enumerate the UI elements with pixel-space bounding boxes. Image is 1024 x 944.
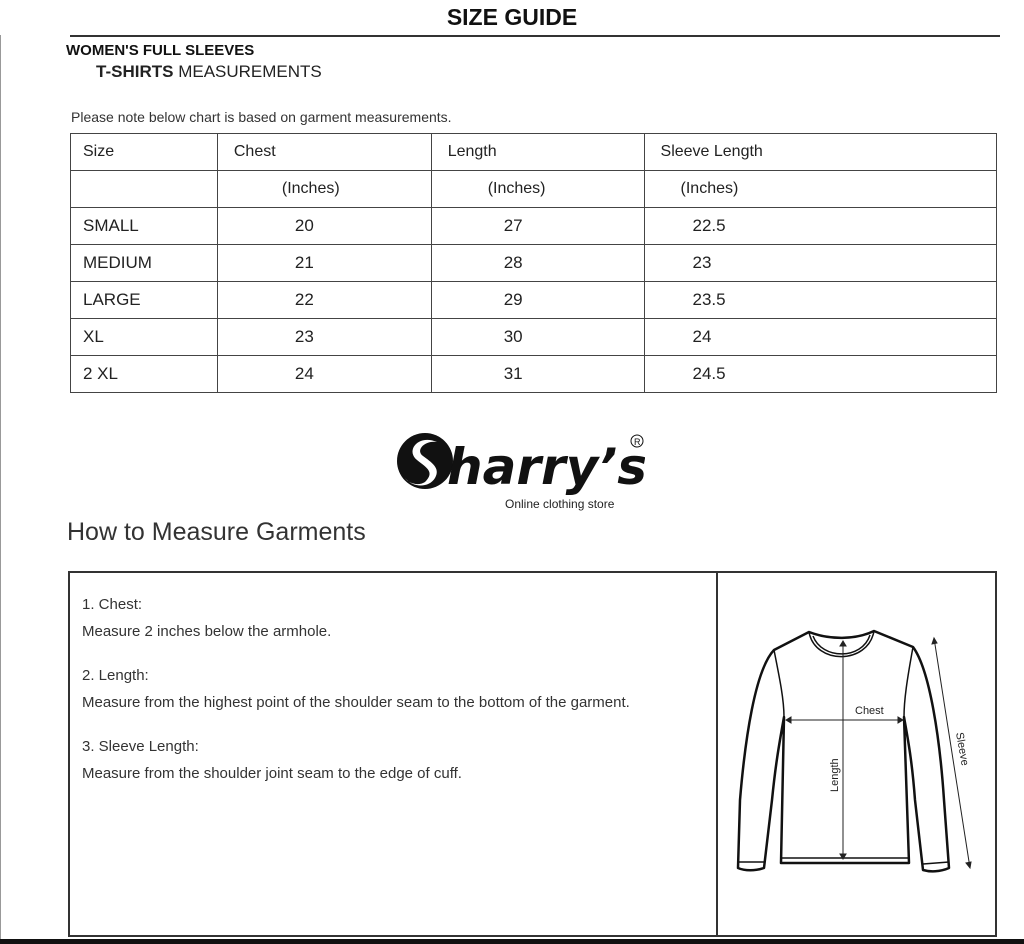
unit-size [70, 170, 218, 208]
header-sleeve: Sleeve Length [643, 133, 998, 171]
sleeve-cell: 23 [643, 244, 998, 282]
unit-length: (Inches) [430, 170, 645, 208]
page-title: SIZE GUIDE [446, 4, 578, 30]
table-row: MEDIUM 21 28 23 [70, 244, 998, 282]
header-size: Size [70, 133, 218, 171]
table-row: LARGE 22 29 23.5 [70, 281, 998, 319]
size-cell: SMALL [70, 207, 218, 245]
header-length: Length [430, 133, 645, 171]
sleeve-cell: 22.5 [643, 207, 998, 245]
chest-label: Chest [855, 705, 884, 717]
unit-sleeve: (Inches) [643, 170, 998, 208]
length-cell: 27 [430, 207, 645, 245]
table-units-row: (Inches) (Inches) (Inches) [70, 170, 998, 208]
shirt-diagram: Chest Length Sleeve [736, 629, 972, 873]
subtitle-line2: T-SHIRTS MEASUREMENTS [96, 62, 322, 82]
chest-cell: 24 [216, 355, 432, 393]
step-length-text: Measure from the highest point of the sh… [82, 694, 630, 711]
svg-text:R: R [634, 437, 641, 447]
svg-text:Online clothing store: Online clothing store [505, 497, 615, 511]
chest-cell: 22 [216, 281, 432, 319]
unit-chest: (Inches) [216, 170, 432, 208]
subtitle-rest: MEASUREMENTS [178, 62, 322, 81]
size-cell: XL [70, 318, 218, 356]
box-divider [716, 571, 718, 937]
table-row: SMALL 20 27 22.5 [70, 207, 998, 245]
step-sleeve-text: Measure from the shoulder joint seam to … [82, 765, 462, 782]
step-length-heading: 2. Length: [82, 667, 149, 684]
left-edge [0, 35, 1, 944]
sharrys-logo: harry’s R Online clothing store [397, 433, 645, 511]
size-cell: MEDIUM [70, 244, 218, 282]
chart-note: Please note below chart is based on garm… [71, 109, 452, 125]
subtitle-line1: WOMEN'S FULL SLEEVES [66, 42, 255, 59]
bottom-bar [0, 939, 1024, 944]
chest-cell: 23 [216, 318, 432, 356]
length-cell: 28 [430, 244, 645, 282]
size-cell: 2 XL [70, 355, 218, 393]
length-cell: 29 [430, 281, 645, 319]
sleeve-cell: 23.5 [643, 281, 998, 319]
size-table: Size Chest Length Sleeve Length (Inches)… [70, 133, 998, 393]
table-header-row: Size Chest Length Sleeve Length [70, 133, 998, 171]
step-sleeve-heading: 3. Sleeve Length: [82, 738, 199, 755]
instructions-box [68, 571, 997, 937]
length-cell: 31 [430, 355, 645, 393]
svg-text:harry’s: harry’s [447, 438, 645, 496]
chest-cell: 20 [216, 207, 432, 245]
sleeve-label: Sleeve [953, 731, 971, 766]
subtitle-bold: T-SHIRTS [96, 62, 174, 81]
length-label: Length [829, 758, 841, 792]
length-cell: 30 [430, 318, 645, 356]
size-cell: LARGE [70, 281, 218, 319]
table-row: XL 23 30 24 [70, 318, 998, 356]
header-chest: Chest [216, 133, 432, 171]
table-row: 2 XL 24 31 24.5 [70, 355, 998, 393]
step-chest-heading: 1. Chest: [82, 596, 143, 613]
how-to-title: How to Measure Garments [67, 518, 366, 546]
sleeve-cell: 24 [643, 318, 998, 356]
step-chest-text: Measure 2 inches below the armhole. [82, 623, 332, 640]
sleeve-cell: 24.5 [643, 355, 998, 393]
chest-cell: 21 [216, 244, 432, 282]
title-rule [70, 35, 1000, 37]
